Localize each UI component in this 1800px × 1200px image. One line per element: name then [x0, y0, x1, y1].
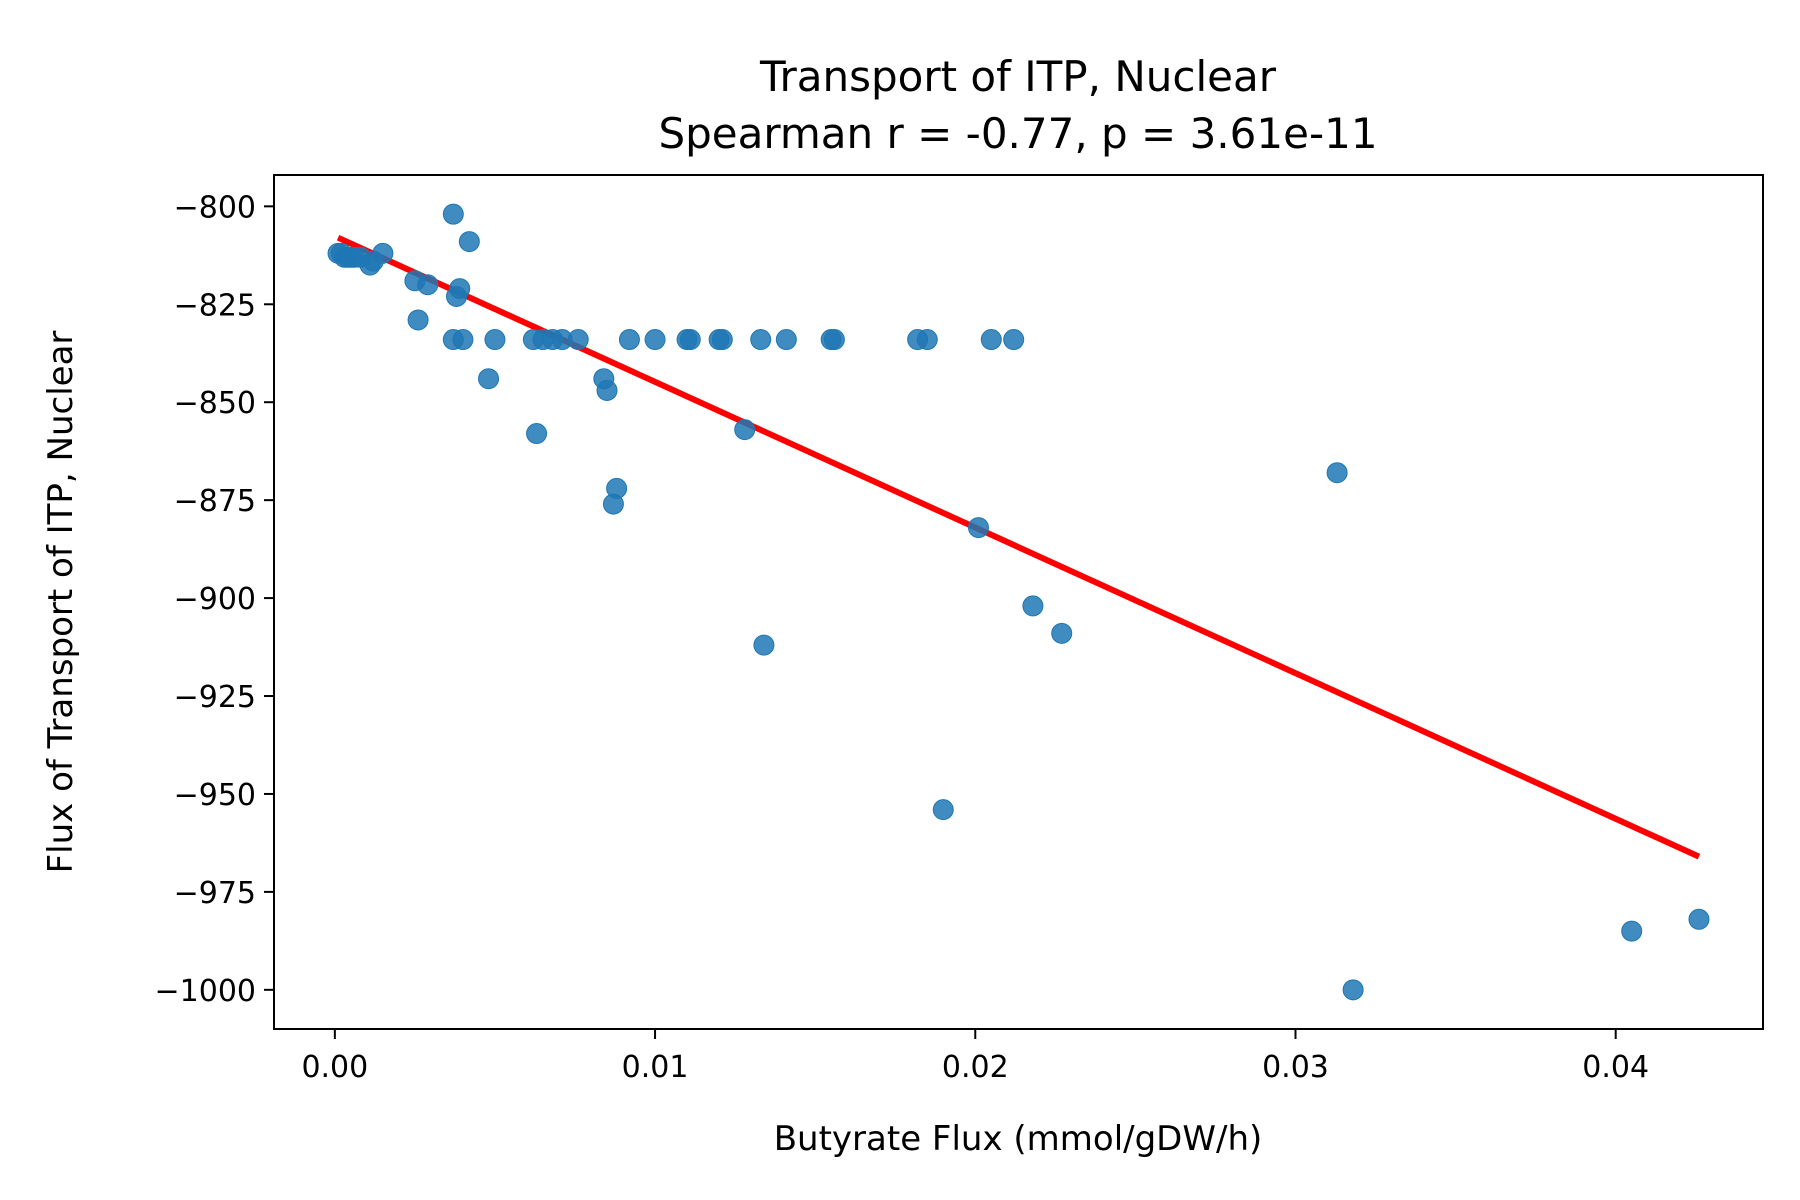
scatter-point	[1022, 595, 1044, 617]
scatter-point	[417, 274, 439, 296]
y-tick-label: −875	[174, 484, 256, 519]
scatter-point	[596, 379, 618, 401]
y-tick-label: −1000	[155, 974, 256, 1009]
scatter-point	[679, 329, 701, 351]
scatter-point	[967, 517, 989, 539]
y-axis-label: Flux of Transport of ITP, Nuclear	[41, 331, 81, 874]
scatter-point	[478, 368, 500, 390]
scatter-point	[526, 423, 548, 445]
scatter-point	[823, 329, 845, 351]
scatter-points	[327, 203, 1710, 1001]
scatter-point	[372, 242, 394, 264]
scatter-point	[980, 329, 1002, 351]
scatter-point	[442, 203, 464, 225]
x-tick-label: 0.00	[301, 1050, 368, 1085]
scatter-point	[1051, 622, 1073, 644]
axis-ticks: 0.00 0.01 0.02 0.03 0.04 −800 −825 −850 −875 −900…	[155, 190, 1650, 1085]
y-tick-label: −950	[174, 778, 256, 813]
scatter-point	[753, 634, 775, 656]
scatter-point	[711, 329, 733, 351]
scatter-point	[1326, 462, 1348, 484]
scatter-point	[452, 329, 474, 351]
chart-subtitle: Spearman r = -0.77, p = 3.61e-11	[658, 109, 1377, 158]
scatter-point	[775, 329, 797, 351]
scatter-point	[932, 799, 954, 821]
scatter-point	[618, 329, 640, 351]
scatter-point	[449, 278, 471, 300]
x-tick-label: 0.02	[942, 1050, 1009, 1085]
x-axis-label: Butyrate Flux (mmol/gDW/h)	[774, 1119, 1263, 1159]
scatter-point	[567, 329, 589, 351]
y-tick-label: −900	[174, 582, 256, 617]
scatter-point	[644, 329, 666, 351]
scatter-point	[606, 477, 628, 499]
scatter-point	[916, 329, 938, 351]
scatter-point	[1342, 979, 1364, 1001]
scatter-point	[1688, 908, 1710, 930]
y-tick-label: −925	[174, 680, 256, 715]
plot-frame	[273, 174, 1764, 1030]
x-tick-label: 0.01	[622, 1050, 689, 1085]
chart-title: Transport of ITP, Nuclear	[759, 52, 1277, 101]
scatter-point	[750, 329, 772, 351]
scatter-point	[1003, 329, 1025, 351]
scatter-point	[484, 329, 506, 351]
y-tick-label: −800	[174, 190, 256, 225]
x-tick-label: 0.04	[1582, 1050, 1649, 1085]
scatter-point	[407, 309, 429, 331]
scatter-point	[734, 419, 756, 441]
scatter-point	[458, 231, 480, 253]
x-tick-label: 0.03	[1262, 1050, 1329, 1085]
scatter-point	[1621, 920, 1643, 942]
y-tick-label: −825	[174, 288, 256, 323]
y-tick-label: −975	[174, 876, 256, 911]
y-tick-label: −850	[174, 386, 256, 421]
